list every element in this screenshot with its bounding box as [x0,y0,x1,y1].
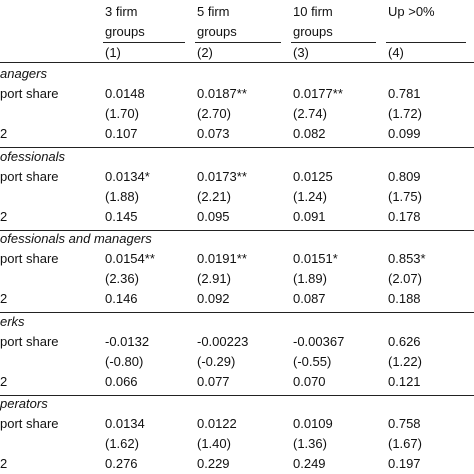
cell: 0.0122 [197,416,237,431]
column-number: (3) [293,45,309,60]
cell: 0.0187** [197,86,247,101]
rule-line [0,394,474,396]
cell: (1.72) [388,106,422,121]
cell: 0.276 [105,456,138,471]
section-title: perators [0,396,48,411]
cell: (1.67) [388,436,422,451]
cell: 0.0173** [197,168,247,184]
cell: (1.22) [388,353,422,369]
section-title: erks [0,313,25,329]
row-label: 2 [0,373,8,389]
cell: (2.91) [197,271,231,286]
cell: 0.626 [388,333,421,349]
cell: 0.073 [197,126,230,141]
cell: (2.74) [293,106,327,121]
rule-line [0,229,474,231]
column-head: Up >0% [388,4,435,19]
cell: 0.107 [105,126,138,141]
cell: 0.0191** [197,251,247,266]
row-label: 2 [0,126,8,141]
cell: 0.249 [293,456,326,471]
section-title: anagers [0,66,47,81]
cell: (1.70) [105,106,139,121]
column-head: 3 firm [105,4,138,19]
cell: 0.229 [197,456,230,471]
cell: 0.146 [105,291,138,306]
cell: 0.0148 [105,86,145,101]
cell: 0.0177** [293,86,343,101]
cell: 0.197 [388,456,421,471]
cell: 0.0154** [105,251,155,266]
cell: 0.091 [293,208,326,224]
cell: 0.082 [293,126,326,141]
cell: 0.0134 [105,416,145,431]
cell: 0.099 [388,126,421,141]
cell: (1.24) [293,188,327,204]
cell: 0.095 [197,208,230,224]
rule-line [291,42,376,43]
cell: 0.145 [105,208,138,224]
cell: (-0.29) [197,353,236,369]
rule-line [0,62,474,63]
cell: (2.70) [197,106,231,121]
cell: (1.36) [293,436,327,451]
column-number: (1) [105,45,121,60]
rule-line [386,42,466,43]
cell: 0.0151* [293,251,338,266]
row-label: port share [0,251,59,266]
rule-line [0,312,474,313]
row-label: 2 [0,208,8,224]
cell: (1.40) [197,436,231,451]
row-label: port share [0,168,59,184]
cell: 0.0125 [293,168,333,184]
cell: 0.077 [197,373,230,389]
cell: 0.178 [388,208,421,224]
cell: 0.853* [388,251,426,266]
row-label: 2 [0,291,8,306]
column-head: groups [293,24,333,39]
cell: 0.0134* [105,168,150,184]
cell: 0.758 [388,416,421,431]
cell: (1.89) [293,271,327,286]
column-number: (2) [197,45,213,60]
cell: 0.087 [293,291,326,306]
cell: (1.88) [105,188,139,204]
cell: 0.809 [388,168,421,184]
row-label: port share [0,416,59,431]
column-head: 5 firm [197,4,230,19]
cell: 0.0109 [293,416,333,431]
cell: 0.066 [105,373,138,389]
cell: (1.75) [388,188,422,204]
row-label: port share [0,333,59,349]
cell: 0.070 [293,373,326,389]
cell: (-0.80) [105,353,144,369]
cell: -0.0132 [105,333,150,349]
cell: (2.07) [388,271,422,286]
cell: (2.36) [105,271,139,286]
section-title: ofessionals [0,148,66,164]
row-label: port share [0,86,59,101]
cell: (2.21) [197,188,231,204]
cell: -0.00367 [293,333,345,349]
cell: 0.188 [388,291,421,306]
cell: 0.781 [388,86,421,101]
column-number: (4) [388,45,404,60]
cell: -0.00223 [197,333,249,349]
rule-line [195,42,281,43]
cell: 0.121 [388,373,421,389]
column-head: groups [105,24,145,39]
section-title: ofessionals and managers [0,231,152,246]
cell: 0.092 [197,291,230,306]
row-label: 2 [0,456,8,471]
column-head: 10 firm [293,4,333,19]
rule-line [103,42,185,43]
column-head: groups [197,24,237,39]
cell: (1.62) [105,436,139,451]
cell: (-0.55) [293,353,332,369]
rule-line [0,147,474,148]
